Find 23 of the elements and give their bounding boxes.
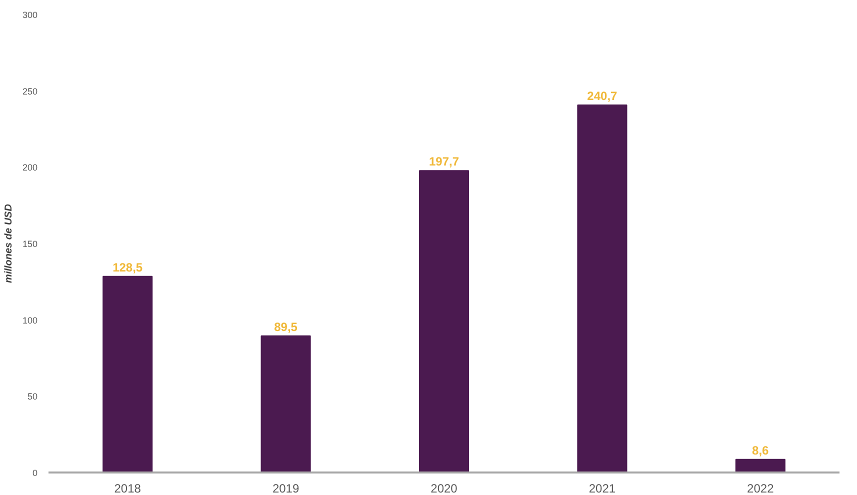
data-label: 240,7 (587, 89, 618, 104)
data-label: 128,5 (112, 260, 143, 274)
bar (577, 104, 628, 472)
y-tick-label: 100 (22, 315, 38, 326)
x-tick-label: 2021 (588, 482, 616, 495)
x-tick-label: 2018 (114, 482, 142, 495)
y-tick-label: 200 (22, 162, 38, 173)
y-tick-label: 150 (22, 239, 38, 249)
y-tick-label: 250 (22, 86, 38, 96)
bar (418, 170, 470, 472)
y-tick-label: 300 (22, 10, 38, 20)
y-axis-title: millones de USD (3, 204, 14, 283)
data-label: 8,6 (752, 443, 770, 458)
bar (102, 276, 153, 472)
bar (735, 458, 786, 472)
x-tick-label: 2019 (272, 482, 300, 495)
y-tick-label: 0 (32, 468, 38, 478)
data-label: 197,7 (428, 154, 460, 169)
x-tick-label: 2022 (747, 482, 774, 495)
bar (260, 335, 311, 472)
y-tick-label: 50 (27, 392, 38, 402)
data-label: 89,5 (274, 320, 298, 334)
x-tick-label: 2020 (430, 482, 458, 495)
